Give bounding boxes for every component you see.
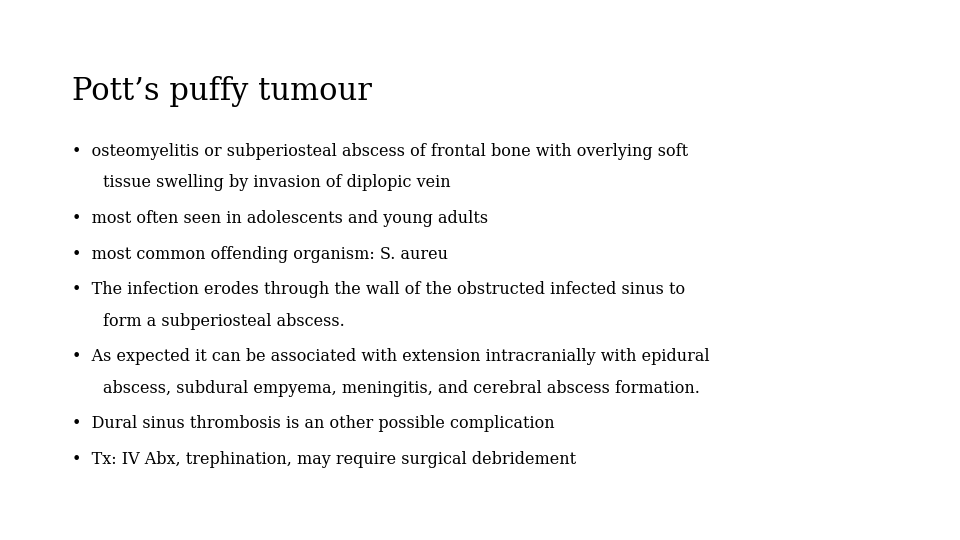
Text: •  Tx: IV Abx, trephination, may require surgical debridement: • Tx: IV Abx, trephination, may require … — [72, 451, 576, 468]
Text: •  As expected it can be associated with extension intracranially with epidural: • As expected it can be associated with … — [72, 348, 709, 365]
Text: •  Dural sinus thrombosis is an other possible complication: • Dural sinus thrombosis is an other pos… — [72, 415, 555, 432]
Text: tissue swelling by invasion of diplopic vein: tissue swelling by invasion of diplopic … — [103, 174, 450, 191]
Text: abscess, subdural empyema, meningitis, and cerebral abscess formation.: abscess, subdural empyema, meningitis, a… — [103, 380, 700, 396]
Text: •  most often seen in adolescents and young adults: • most often seen in adolescents and you… — [72, 210, 488, 227]
Text: •  osteomyelitis or subperiosteal abscess of frontal bone with overlying soft: • osteomyelitis or subperiosteal abscess… — [72, 143, 688, 160]
Text: form a subperiosteal abscess.: form a subperiosteal abscess. — [103, 313, 345, 329]
Text: •  The infection erodes through the wall of the obstructed infected sinus to: • The infection erodes through the wall … — [72, 281, 685, 298]
Text: Pott’s puffy tumour: Pott’s puffy tumour — [72, 76, 372, 106]
Text: •  most common offending organism: S. aureu: • most common offending organism: S. aur… — [72, 246, 448, 262]
